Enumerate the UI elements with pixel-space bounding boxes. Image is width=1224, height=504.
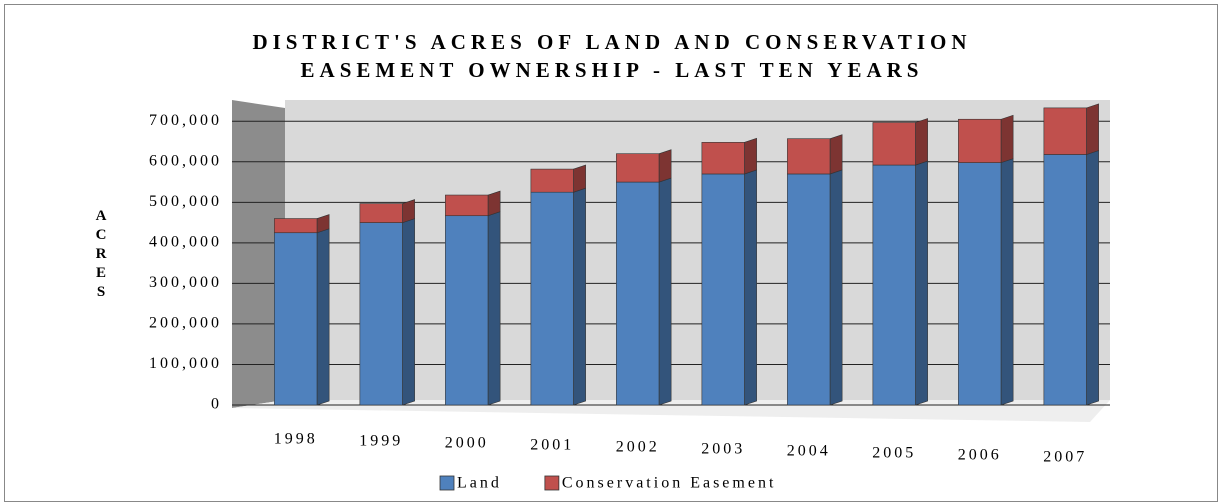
x-tick-label: 2000 xyxy=(445,435,489,452)
y-tick-label: 500,000 xyxy=(149,193,222,210)
bar-side xyxy=(658,149,672,183)
x-tick-label: 1999 xyxy=(359,433,403,450)
bar-side xyxy=(573,164,586,193)
bar-side xyxy=(658,177,672,406)
bar-segment xyxy=(872,164,916,406)
chart-title: EASEMENT OWNERSHIP - LAST TEN YEARS xyxy=(300,58,924,82)
side-wall xyxy=(232,100,285,408)
y-tick-label: 300,000 xyxy=(149,274,222,291)
bar-side xyxy=(1086,103,1099,155)
bar-segment xyxy=(958,162,1002,406)
x-tick-label: 2006 xyxy=(958,447,1002,464)
y-tick-label: 0 xyxy=(211,396,222,413)
x-tick-label: 2001 xyxy=(530,437,574,454)
bar-segment xyxy=(359,203,403,223)
bar-side xyxy=(487,190,501,217)
bar-segment xyxy=(701,173,745,406)
bar-segment xyxy=(1043,154,1087,406)
legend-label: Conservation Easement xyxy=(562,475,777,492)
x-tick-label: 2007 xyxy=(1043,449,1087,466)
legend-swatch xyxy=(544,475,560,491)
bar-side xyxy=(744,137,757,175)
bar-segment xyxy=(872,122,916,166)
bar-side xyxy=(402,199,415,224)
x-tick-label: 2005 xyxy=(872,445,916,462)
x-tick-label: 2004 xyxy=(787,443,831,460)
x-tick-label: 1998 xyxy=(274,431,318,448)
bar-side xyxy=(1000,158,1014,406)
bar-side xyxy=(316,228,330,406)
y-tick-label: 600,000 xyxy=(149,152,222,169)
y-tick-label: 400,000 xyxy=(149,234,222,251)
bar-segment xyxy=(1043,107,1087,155)
bar-side xyxy=(1086,150,1099,406)
bar-side xyxy=(573,187,586,406)
bar-segment xyxy=(616,153,660,183)
y-axis-label: ACRES xyxy=(93,208,109,303)
bar-segment xyxy=(701,142,745,175)
bar-side xyxy=(915,118,928,166)
chart-title: DISTRICT'S ACRES OF LAND AND CONSERVATIO… xyxy=(252,30,972,54)
bar-segment xyxy=(445,194,489,217)
bar-segment xyxy=(787,138,831,175)
y-tick-label: 200,000 xyxy=(149,315,222,332)
y-tick-label: 100,000 xyxy=(149,355,222,372)
bar-segment xyxy=(787,173,831,406)
legend-swatch xyxy=(439,475,455,491)
x-tick-label: 2002 xyxy=(616,439,660,456)
bar-side xyxy=(829,169,843,406)
chart-frame xyxy=(4,4,1218,502)
bar-side xyxy=(487,211,501,406)
bar-segment xyxy=(530,168,574,193)
bar-side xyxy=(1000,114,1014,164)
bar-segment xyxy=(616,181,660,406)
bar-segment xyxy=(530,191,574,406)
bar-segment xyxy=(274,218,318,234)
bar-side xyxy=(915,160,928,406)
legend-label: Land xyxy=(457,475,502,492)
bar-side xyxy=(744,169,757,406)
y-tick-label: 700,000 xyxy=(149,112,222,129)
bar-segment xyxy=(359,222,403,406)
bar-side xyxy=(829,134,843,175)
bar-side xyxy=(402,218,415,406)
x-tick-label: 2003 xyxy=(701,441,745,458)
bar-segment xyxy=(445,215,489,406)
bar-side xyxy=(316,214,330,234)
bar-segment xyxy=(958,118,1002,163)
bar-segment xyxy=(274,232,318,406)
